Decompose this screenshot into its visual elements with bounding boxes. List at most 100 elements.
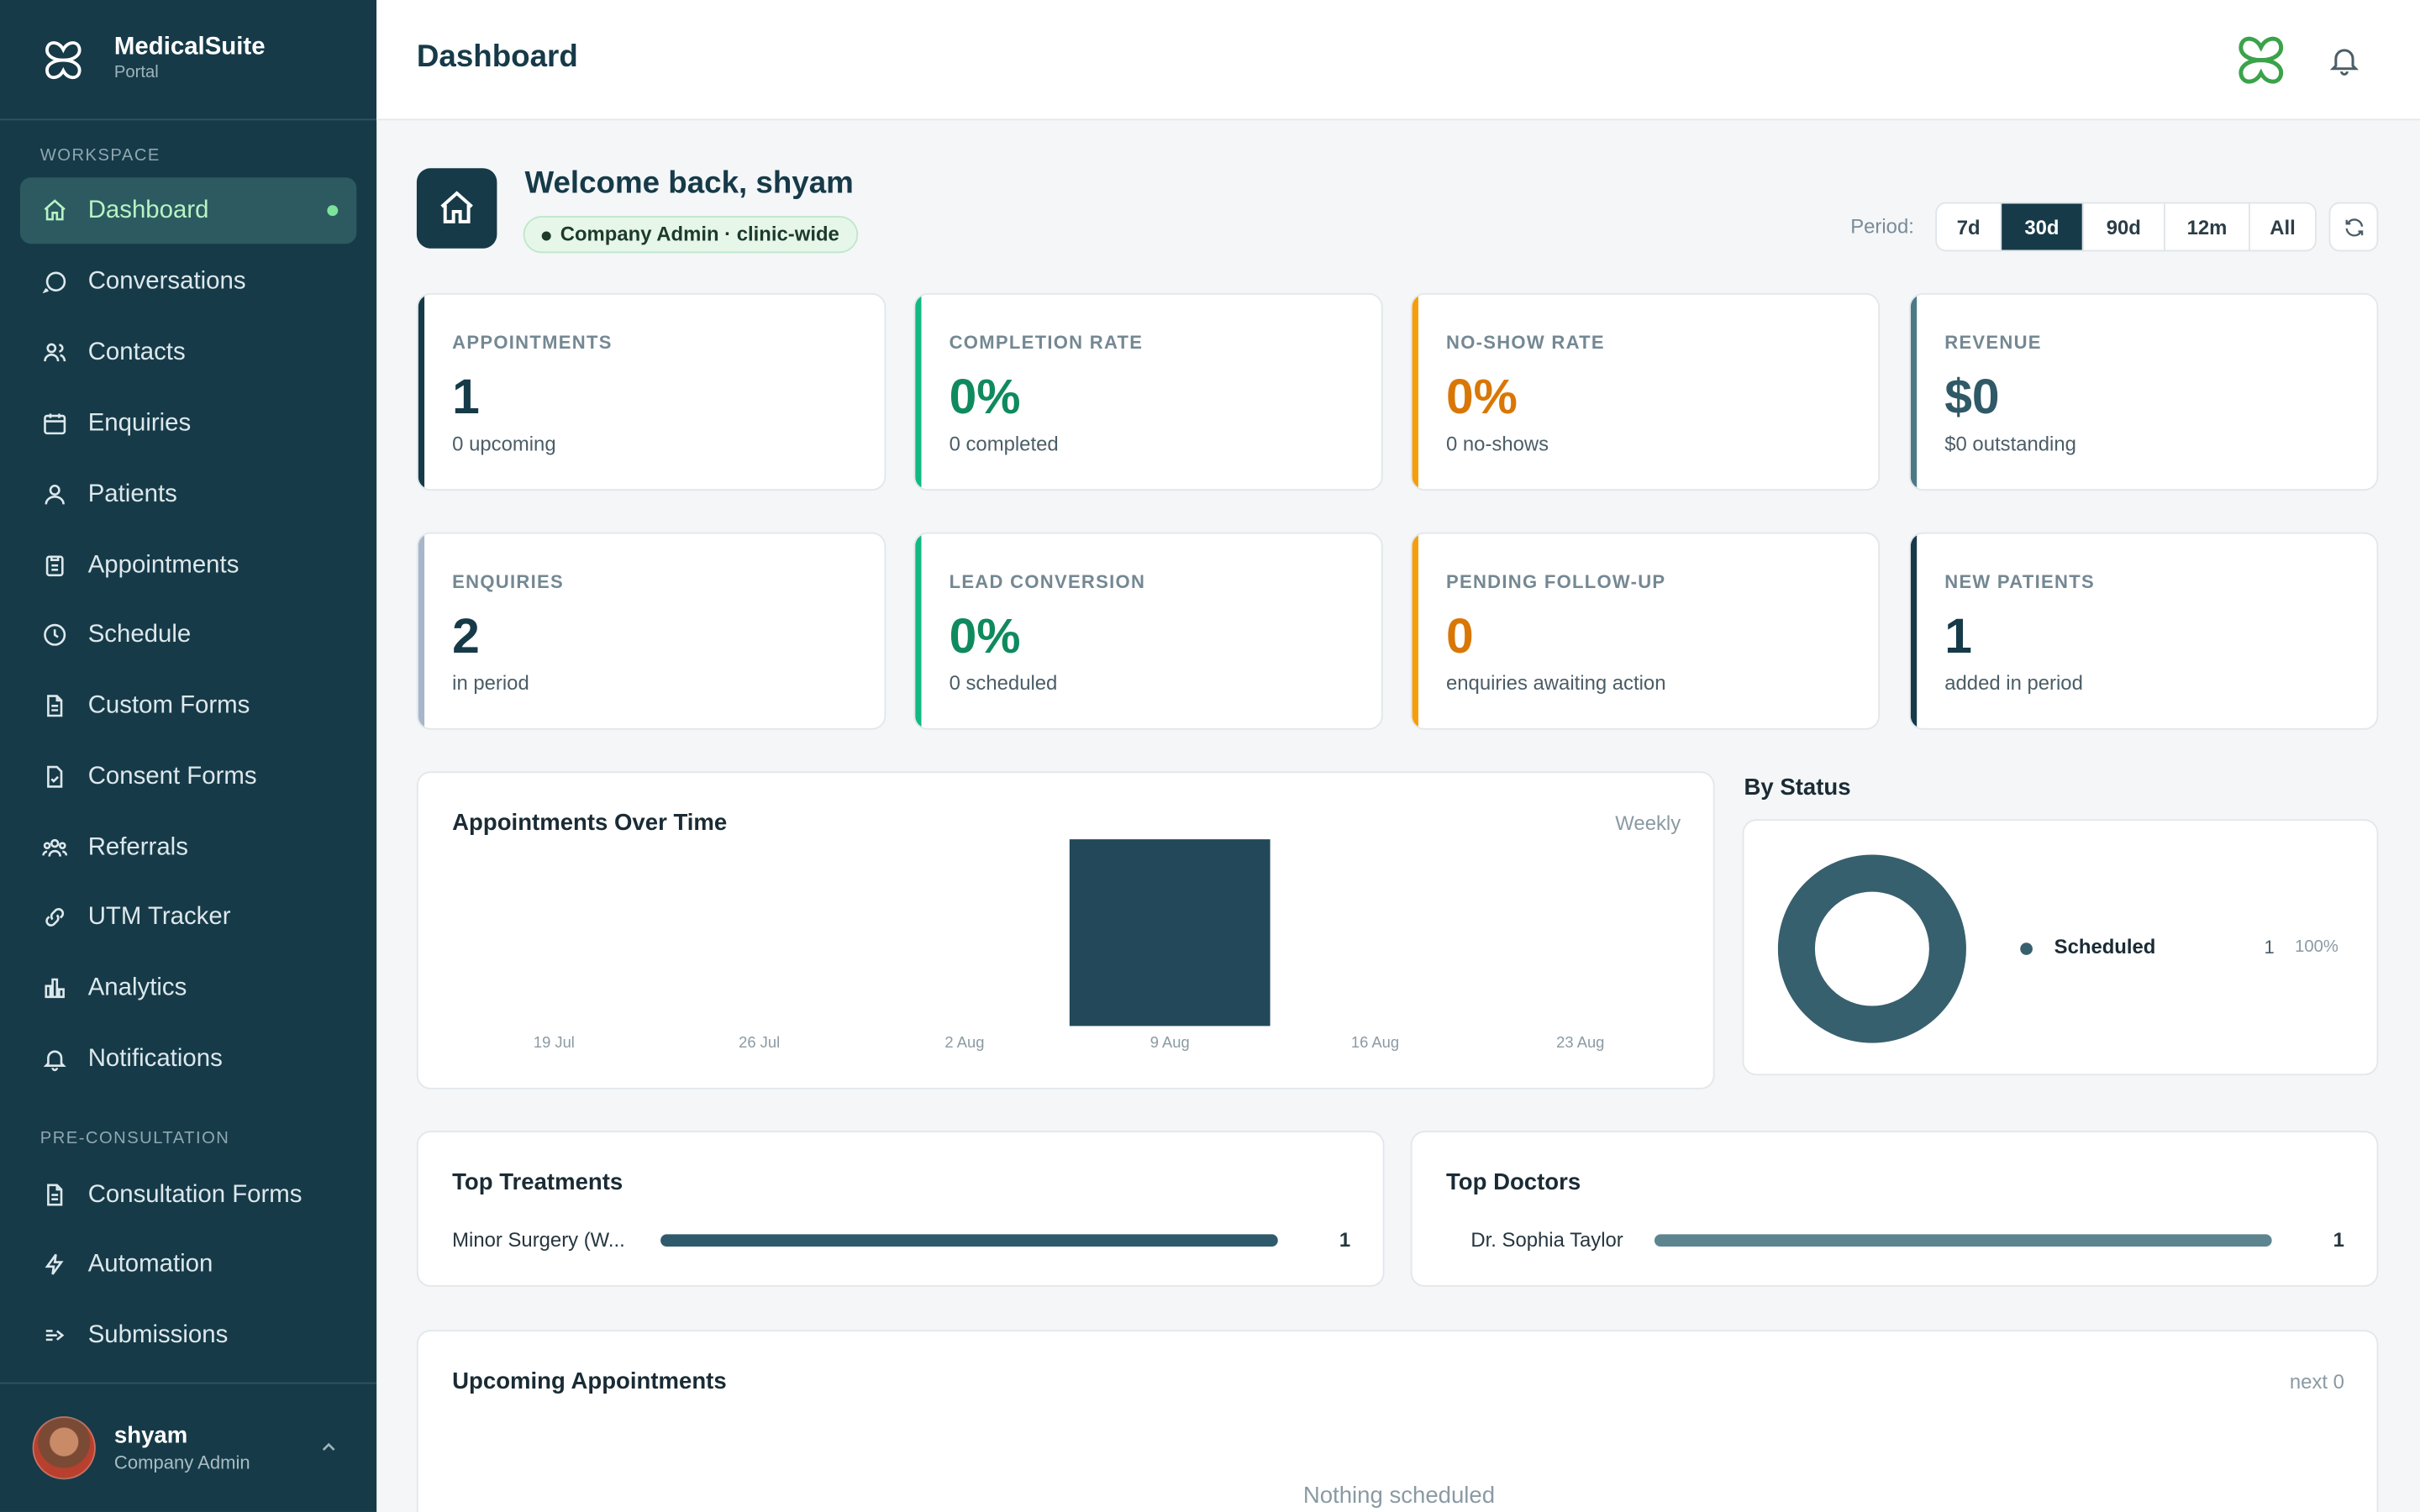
legend-count: 1 [2264,936,2275,958]
clover-logo-icon[interactable] [2228,28,2293,92]
kpi-accent [418,533,425,728]
legend-percent: 100% [2295,937,2338,957]
bell-icon[interactable] [2328,43,2361,76]
kpi-label: LEAD CONVERSION [949,570,1146,593]
sidebar-item-automation[interactable]: Automation [20,1231,356,1298]
kpi-label: NO-SHOW RATE [1445,331,1605,354]
kpi-card-enquiries[interactable]: ENQUIRIES 2 in period [416,532,886,730]
user-role: Company Admin [113,1451,250,1473]
kpi-value: 0% [1445,368,1518,425]
period-label: Period: [1850,214,1914,238]
sidebar-item-analytics[interactable]: Analytics [20,955,356,1021]
sidebar-item-label: Appointments [87,551,239,578]
treatment-label: Minor Surgery (W... [452,1228,625,1252]
donut-slice[interactable] [1777,854,1966,1043]
sidebar-item-label: Submissions [87,1321,229,1348]
sidebar-item-label: Referrals [87,833,188,860]
status-donut-chart [1777,854,1966,1043]
sidebar-item-label: Analytics [87,974,187,1001]
bell-icon [40,1045,68,1073]
kpi-card-revenue[interactable]: REVENUE $0 $0 outstanding [1908,292,2379,491]
kpi-subtext: 0 scheduled [949,670,1058,695]
chat-bubble-icon [40,268,68,296]
home-icon [416,168,497,249]
kpi-accent [915,533,922,728]
sidebar-item-notifications[interactable]: Notifications [20,1026,356,1092]
workspace-section-label: WORKSPACE [39,146,160,165]
sidebar-item-consultation-forms[interactable]: Consultation Forms [20,1162,356,1228]
top-treatments-title: Top Treatments [452,1169,623,1196]
kpi-card-appointments[interactable]: APPOINTMENTS 1 0 upcoming [416,292,886,491]
sidebar-item-patients[interactable]: Patients [20,461,356,528]
period-option-30d[interactable]: 30d [2002,203,2084,250]
x-tick-label: 23 Aug [1556,1035,1605,1053]
sidebar-item-custom-forms[interactable]: Custom Forms [20,673,356,739]
kpi-subtext: added in period [1944,670,2083,695]
sidebar-item-conversations[interactable]: Conversations [20,249,356,315]
chevron-up-icon[interactable] [318,1436,339,1458]
upcoming-title: Upcoming Appointments [452,1368,727,1395]
refresh-button[interactable] [2328,202,2379,252]
calendar-icon [40,410,68,438]
sidebar-item-referrals[interactable]: Referrals [20,815,356,881]
period-option-all[interactable]: All [2270,215,2296,239]
preconsult-section-label: PRE-CONSULTATION [39,1129,230,1148]
x-tick-label: 2 Aug [944,1035,985,1053]
kpi-label: COMPLETION RATE [949,331,1144,354]
sidebar-item-appointments[interactable]: Appointments [20,533,356,599]
sidebar-item-consent-forms[interactable]: Consent Forms [20,743,356,810]
sidebar-item-contacts[interactable]: Contacts [20,319,356,386]
kpi-card-no-show-rate[interactable]: NO-SHOW RATE 0% 0 no-shows [1410,292,1881,491]
period-option-12m[interactable]: 12m [2165,203,2250,250]
sidebar-item-enquiries[interactable]: Enquiries [20,391,356,457]
brand[interactable]: MedicalSuite Portal [0,0,377,121]
kpi-subtext: enquiries awaiting action [1445,670,1666,695]
user-menu[interactable]: shyam Company Admin [0,1382,377,1512]
clock-icon [40,621,68,648]
kpi-card-completion-rate[interactable]: COMPLETION RATE 0% 0 completed [913,292,1383,491]
kpi-card-lead-conversion[interactable]: LEAD CONVERSION 0% 0 scheduled [913,532,1383,730]
chart-plot-area [418,773,1713,1088]
kpi-subtext: 0 no-shows [1445,432,1549,455]
top-doctors-card: Top Doctors Dr. Sophia Taylor 1 [1410,1131,2379,1287]
treatment-bar [660,1234,1278,1247]
period-option-90d[interactable]: 90d [2084,203,2165,250]
link-icon [40,903,68,931]
kpi-subtext: $0 outstanding [1944,432,2076,455]
doctor-bar [1654,1234,2272,1247]
chart-bar[interactable] [1069,839,1270,1026]
kpi-value: 2 [452,607,480,664]
sidebar-item-schedule[interactable]: Schedule [20,601,356,668]
kpi-label: NEW PATIENTS [1944,570,2095,593]
period-selector: 7d 30d 90d 12m All [1935,202,2317,252]
kpi-subtext: 0 completed [949,432,1059,455]
sidebar-item-submissions[interactable]: Submissions [20,1302,356,1368]
kpi-subtext: in period [452,670,529,695]
kpi-label: PENDING FOLLOW-UP [1445,570,1666,593]
user-group-icon [40,834,68,862]
kpi-subtext: 0 upcoming [452,432,556,455]
kpi-label: APPOINTMENTS [452,331,613,354]
sidebar-item-dashboard[interactable]: Dashboard [19,177,357,244]
clipboard-icon [40,552,68,580]
x-tick-label: 26 Jul [739,1035,781,1053]
top-doctors-title: Top Doctors [1445,1169,1581,1196]
kpi-card-new-patients[interactable]: NEW PATIENTS 1 added in period [1908,532,2379,730]
home-icon [40,197,68,224]
period-option-7d[interactable]: 7d [1937,203,2002,250]
chart-granularity: Weekly [1615,811,1681,835]
x-tick-label: 19 Jul [533,1035,575,1053]
sidebar-item-label: Custom Forms [87,691,250,718]
avatar [32,1416,96,1480]
appointments-chart-card: Appointments Over Time Weekly 19 Jul 26 … [416,771,1715,1089]
clover-logo-icon [45,40,82,79]
by-status-card: Scheduled 1 100% [1742,819,2379,1076]
kpi-accent [1412,533,1418,728]
x-tick-label: 16 Aug [1350,1035,1400,1053]
kpi-card-pending-follow-up[interactable]: PENDING FOLLOW-UP 0 enquiries awaiting a… [1410,532,1881,730]
submit-arrow-icon [40,1321,68,1349]
doctor-count: 1 [2333,1228,2344,1252]
app-subtitle: Portal [113,63,159,82]
role-badge: Company Admin · clinic-wide [523,216,858,254]
sidebar-item-utm-tracker[interactable]: UTM Tracker [20,884,356,950]
